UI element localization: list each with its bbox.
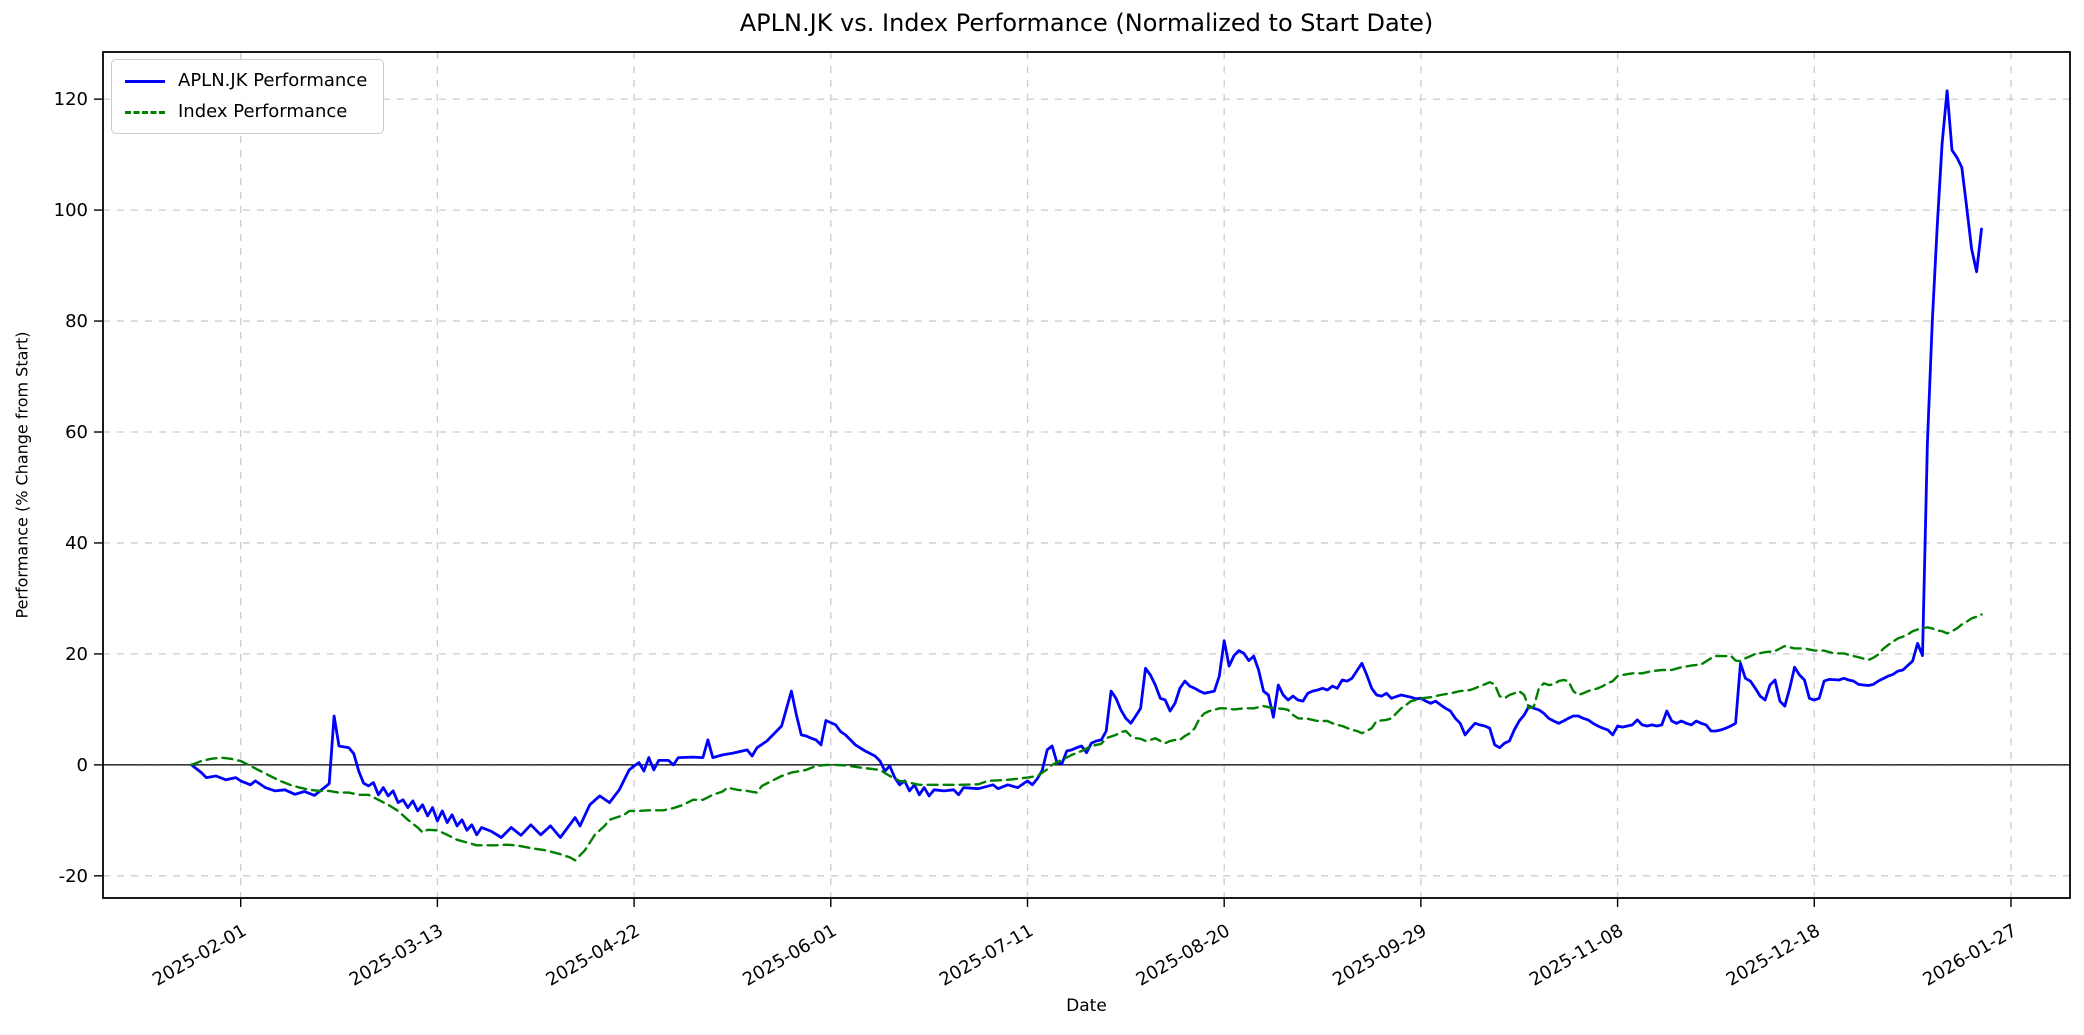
x-axis-label: Date (1066, 996, 1107, 1016)
y-tick-label: 80 (65, 311, 88, 332)
apln-performance-line (190, 89, 1983, 839)
x-tick-label: 2025-12-18 (1723, 920, 1824, 990)
x-tick-label: 2025-03-13 (346, 920, 447, 990)
y-tick-label: 60 (65, 422, 88, 443)
index-performance-line (190, 613, 1983, 862)
y-tick-label: -20 (59, 866, 88, 887)
x-tick-label: 2025-02-01 (149, 920, 250, 990)
y-tick-label: 40 (65, 533, 88, 554)
y-tick-label: 20 (65, 644, 88, 665)
y-tick-label: 100 (54, 200, 88, 221)
legend-item-apln: APLN.JK Performance (125, 71, 367, 91)
x-tick-label: 2025-04-22 (542, 920, 643, 990)
x-tick-label: 2025-09-29 (1329, 920, 1430, 990)
legend-item-index: Index Performance (125, 102, 367, 122)
x-tick-label: 2025-07-11 (936, 920, 1037, 990)
plot-frame (102, 51, 2071, 899)
legend-label-index: Index Performance (178, 101, 348, 122)
x-tick-label: 2025-06-01 (739, 920, 840, 990)
chart-title: APLN.JK vs. Index Performance (Normalize… (739, 9, 1434, 37)
index-line-swatch (125, 110, 165, 114)
y-tick-label: 120 (54, 89, 88, 110)
y-tick-label: 0 (77, 755, 88, 776)
x-tick-label: 2025-08-20 (1133, 920, 1234, 990)
x-tick-label: 2026-01-27 (1919, 920, 2020, 990)
apln-line-swatch (125, 79, 165, 83)
legend: APLN.JK Performance Index Performance (111, 59, 385, 134)
legend-label-apln: APLN.JK Performance (178, 70, 368, 91)
x-tick-label: 2025-11-08 (1526, 920, 1627, 990)
